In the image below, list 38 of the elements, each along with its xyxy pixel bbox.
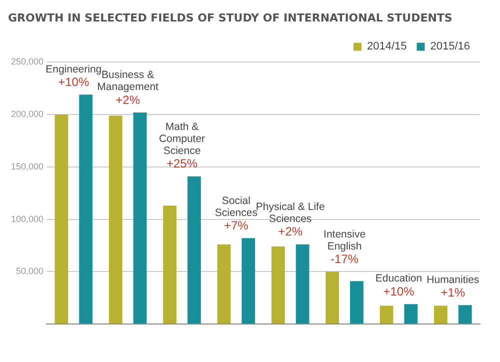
x-tick-label: Social Sciences xyxy=(214,194,258,219)
x-tick-label: Intensive English xyxy=(324,228,366,252)
bar xyxy=(271,246,285,324)
bar xyxy=(133,112,147,324)
x-tick-label: Physical & Life Sciences xyxy=(256,201,325,226)
annotation: -17% xyxy=(330,252,359,266)
bar xyxy=(380,306,394,324)
annotation: +2% xyxy=(278,224,303,239)
x-tick-label: Math & Computer Science xyxy=(158,120,206,157)
bar xyxy=(404,304,418,324)
annotation: +2% xyxy=(116,92,140,107)
x-tick-label: Education xyxy=(375,272,422,285)
bar xyxy=(458,305,472,324)
bar xyxy=(163,206,177,324)
bar xyxy=(54,114,68,324)
annotation: +10% xyxy=(383,284,415,298)
y-tick-label: 100,000 xyxy=(10,214,44,224)
annotation: +25% xyxy=(166,156,198,171)
bar xyxy=(326,272,340,324)
bar xyxy=(350,281,364,324)
legend-label: 2015/16 xyxy=(430,40,470,53)
bar xyxy=(296,244,310,324)
bar xyxy=(242,238,256,324)
y-tick-label: 50,000 xyxy=(16,266,44,276)
annotation: +7% xyxy=(224,218,249,232)
bar xyxy=(108,116,122,324)
y-tick-label: 250,000 xyxy=(10,56,44,67)
bar xyxy=(217,244,231,324)
y-tick-label: 150,000 xyxy=(10,161,44,172)
x-tick-label: Humanities xyxy=(426,274,480,286)
chart-title: GROWTH IN SELECTED FIELDS OF STUDY OF INTERNATIONAL STUDENTS xyxy=(8,11,452,24)
annotation: +1% xyxy=(440,285,466,300)
y-tick-label: 200,000 xyxy=(10,109,44,120)
bar xyxy=(79,94,93,324)
bar xyxy=(187,176,201,324)
annotation: +10% xyxy=(58,74,90,89)
bar xyxy=(434,306,448,324)
legend-label: 2014/15 xyxy=(366,40,407,53)
